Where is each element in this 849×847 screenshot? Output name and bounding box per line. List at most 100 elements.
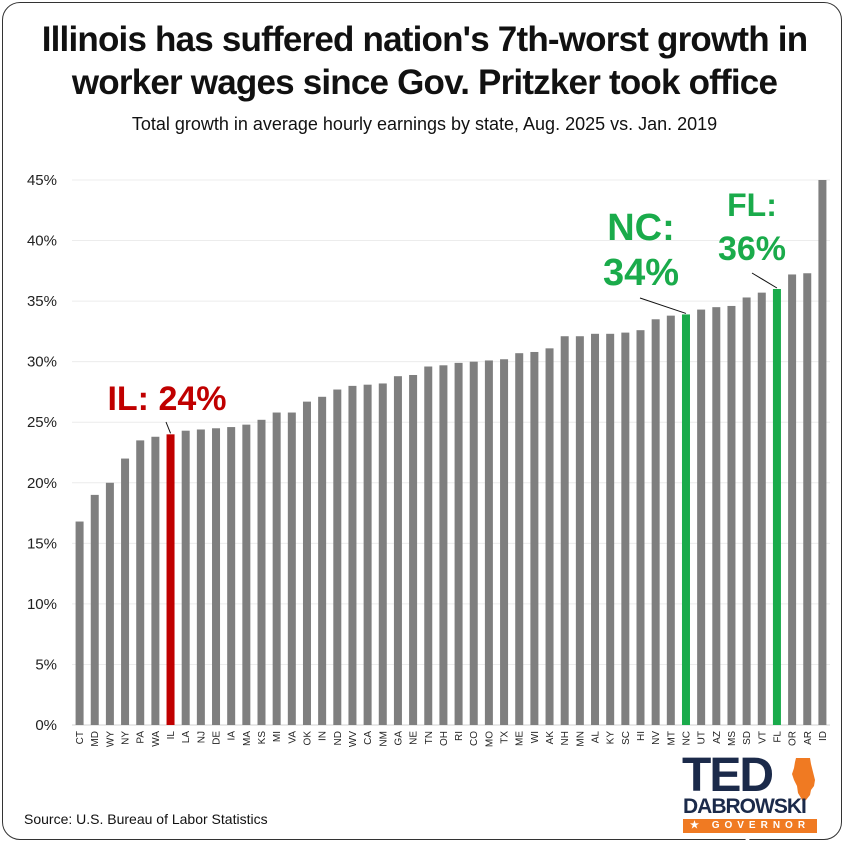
y-tick-label: 5% (35, 656, 57, 673)
x-tick-label: GA (393, 731, 404, 746)
bar-sc (621, 332, 630, 725)
x-tick-label: NE (409, 731, 420, 745)
x-tick-label: SD (742, 731, 753, 745)
y-tick-label: 25% (27, 414, 57, 431)
x-tick-label: MD (90, 731, 101, 747)
bar-co (469, 361, 478, 725)
y-tick-label: 0% (35, 717, 57, 734)
x-tick-label: IN (318, 731, 329, 741)
bar-nj (196, 429, 205, 725)
bar-mi (272, 412, 281, 725)
x-tick-label: ID (818, 731, 829, 741)
bar-id (818, 180, 827, 725)
x-axis-tick-labels: CT MD WY NY PA WA IL LA NJ DE IA MA KS MI VA OK IN ND WV CA… (75, 731, 829, 748)
bar-ri (454, 362, 463, 725)
bar-ok (302, 401, 311, 725)
annotation-il: IL: 24% (107, 380, 226, 418)
bar-vt (757, 292, 766, 725)
x-tick-label: AL (591, 731, 602, 744)
bar-ky (606, 333, 615, 725)
bar-hi (636, 330, 645, 725)
x-tick-label: SC (621, 731, 632, 745)
x-tick-label: MO (484, 731, 495, 747)
y-tick-label: 20% (27, 475, 57, 492)
bar-ak (545, 348, 554, 725)
bar-nd (333, 389, 342, 725)
bar-nm (378, 383, 387, 725)
x-tick-label: MN (575, 731, 586, 747)
x-tick-label: MI (272, 731, 283, 742)
chart-subtitle: Total growth in average hourly earnings … (131, 114, 718, 134)
bar-nh (560, 336, 569, 725)
source-note: Source: U.S. Bureau of Labor Statistics (24, 811, 268, 827)
annotation-nc-leader (639, 297, 687, 314)
bar-mt (666, 315, 675, 725)
bar-de (212, 428, 221, 725)
bar-tn (424, 366, 433, 725)
bar-wa (151, 436, 160, 725)
annotation-nc-state: NC: (607, 207, 675, 249)
x-tick-label: WA (151, 731, 162, 747)
x-tick-label: IA (227, 731, 238, 741)
y-tick-label: 15% (27, 535, 57, 552)
x-tick-label: RI (454, 731, 465, 741)
x-tick-label: IL (166, 731, 177, 740)
x-tick-label: OR (788, 731, 799, 746)
bar-wy (105, 482, 114, 725)
bar-ny (121, 458, 130, 725)
x-tick-label: NV (651, 731, 662, 745)
logo-name-top: TED (682, 749, 774, 802)
bar-il (166, 434, 175, 725)
x-tick-label: AZ (712, 731, 723, 744)
bar-or (788, 274, 797, 725)
x-tick-label: NY (121, 731, 132, 745)
x-tick-label: WI (530, 731, 541, 743)
y-tick-label: 35% (27, 293, 57, 310)
y-tick-label: 40% (27, 233, 57, 250)
bar-in (318, 396, 327, 725)
x-tick-label: PA (136, 731, 147, 744)
x-tick-label: KS (257, 731, 268, 745)
x-tick-label: ND (333, 731, 344, 745)
x-tick-label: VT (757, 731, 768, 744)
bar-nv (651, 319, 660, 725)
bar-nc (681, 314, 690, 725)
bar-ne (409, 374, 418, 725)
bar-ar (803, 273, 812, 725)
x-tick-label: AR (803, 731, 814, 745)
x-tick-label: NC (681, 731, 692, 745)
bar-sd (742, 297, 751, 725)
bar-ms (727, 305, 736, 725)
bar-ut (697, 309, 706, 725)
x-tick-label: MA (242, 731, 253, 746)
annotation-fl-value: 36% (718, 230, 786, 268)
x-tick-label: CO (469, 731, 480, 746)
x-tick-label: TN (424, 731, 435, 744)
annotations: IL: 24% NC:34% FL: 36% (107, 187, 786, 434)
x-tick-label: WY (105, 731, 116, 747)
x-tick-label: WV (348, 731, 359, 747)
logo-tagline: ★ GOVERNOR ★ (683, 819, 817, 845)
bar-mn (575, 336, 584, 725)
x-tick-label: VA (287, 731, 298, 744)
chart-title-line1: Illinois has suffered nation's 7th-worst… (41, 20, 808, 59)
y-axis-tick-labels: 0% 5% 10% 15% 20% 25% 30% 35% 40% 45% (27, 172, 57, 734)
y-tick-label: 30% (27, 354, 57, 371)
bar-pa (136, 440, 145, 725)
x-tick-label: CT (75, 731, 86, 744)
x-tick-label: AK (545, 731, 556, 745)
x-tick-label: DE (212, 731, 223, 745)
x-tick-label: KY (606, 731, 617, 745)
x-tick-label: MT (666, 731, 677, 745)
x-tick-label: OK (302, 731, 313, 746)
y-tick-label: 10% (27, 596, 57, 613)
bar-la (181, 430, 190, 725)
chart-title-line2: worker wages since Gov. Pritzker took of… (71, 63, 778, 102)
x-tick-label: UT (697, 731, 708, 744)
x-tick-label: NH (560, 731, 571, 745)
illinois-state-icon (792, 758, 815, 802)
bar-ga (393, 376, 402, 725)
x-tick-label: HI (636, 731, 647, 741)
logo-name-bottom: DABROWSKI (683, 795, 807, 818)
